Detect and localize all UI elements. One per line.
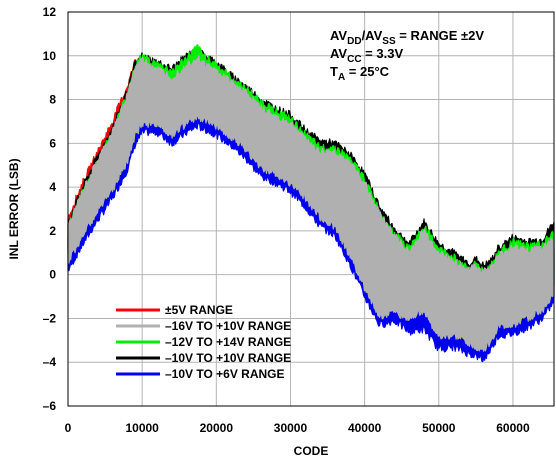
legend-label: ±5V RANGE — [165, 303, 233, 317]
x-tick-label: 20000 — [200, 421, 234, 435]
plot-frame — [67, 11, 555, 407]
series-layer — [67, 44, 555, 363]
y-axis-label: INL ERROR (LSB) — [7, 158, 21, 259]
y-tick-label: 8 — [49, 93, 56, 107]
y-tick-label: 12 — [43, 5, 57, 19]
x-tick-labels: 0 10000 20000 30000 40000 50000 60000 — [65, 421, 530, 435]
y-tick-label: 2 — [49, 224, 56, 238]
annotation-line: TA = 25°C — [330, 64, 390, 83]
y-tick-label: –6 — [43, 399, 57, 413]
y-tick-label: –2 — [43, 311, 57, 325]
legend-label: –16V TO +10V RANGE — [165, 319, 291, 333]
series-band-1 — [67, 55, 555, 352]
legend-label: –12V TO +14V RANGE — [165, 335, 291, 349]
x-tick-label: 40000 — [348, 421, 382, 435]
x-axis-label: CODE — [294, 444, 329, 458]
x-tick-label: 30000 — [274, 421, 308, 435]
y-tick-label: –4 — [43, 355, 57, 369]
y-tick-label: 0 — [49, 268, 56, 282]
y-tick-labels: –6 –4 –2 0 2 4 6 8 10 12 — [43, 5, 57, 413]
legend: ±5V RANGE –16V TO +10V RANGE –12V TO +14V … — [116, 303, 291, 381]
x-tick-label: 60000 — [496, 421, 530, 435]
annotation-line: AVCC = 3.3V — [330, 46, 403, 65]
y-tick-label: 4 — [49, 180, 56, 194]
legend-label: –10V TO +6V RANGE — [165, 367, 285, 381]
x-tick-label: 50000 — [422, 421, 456, 435]
y-tick-label: 10 — [43, 49, 57, 63]
x-tick-label: 10000 — [125, 421, 159, 435]
x-tick-label: 0 — [65, 421, 72, 435]
y-tick-label: 6 — [49, 136, 56, 150]
legend-label: –10V TO +10V RANGE — [165, 351, 291, 365]
annotation-line: AVDD/AVSS = RANGE ±2V — [330, 28, 484, 47]
